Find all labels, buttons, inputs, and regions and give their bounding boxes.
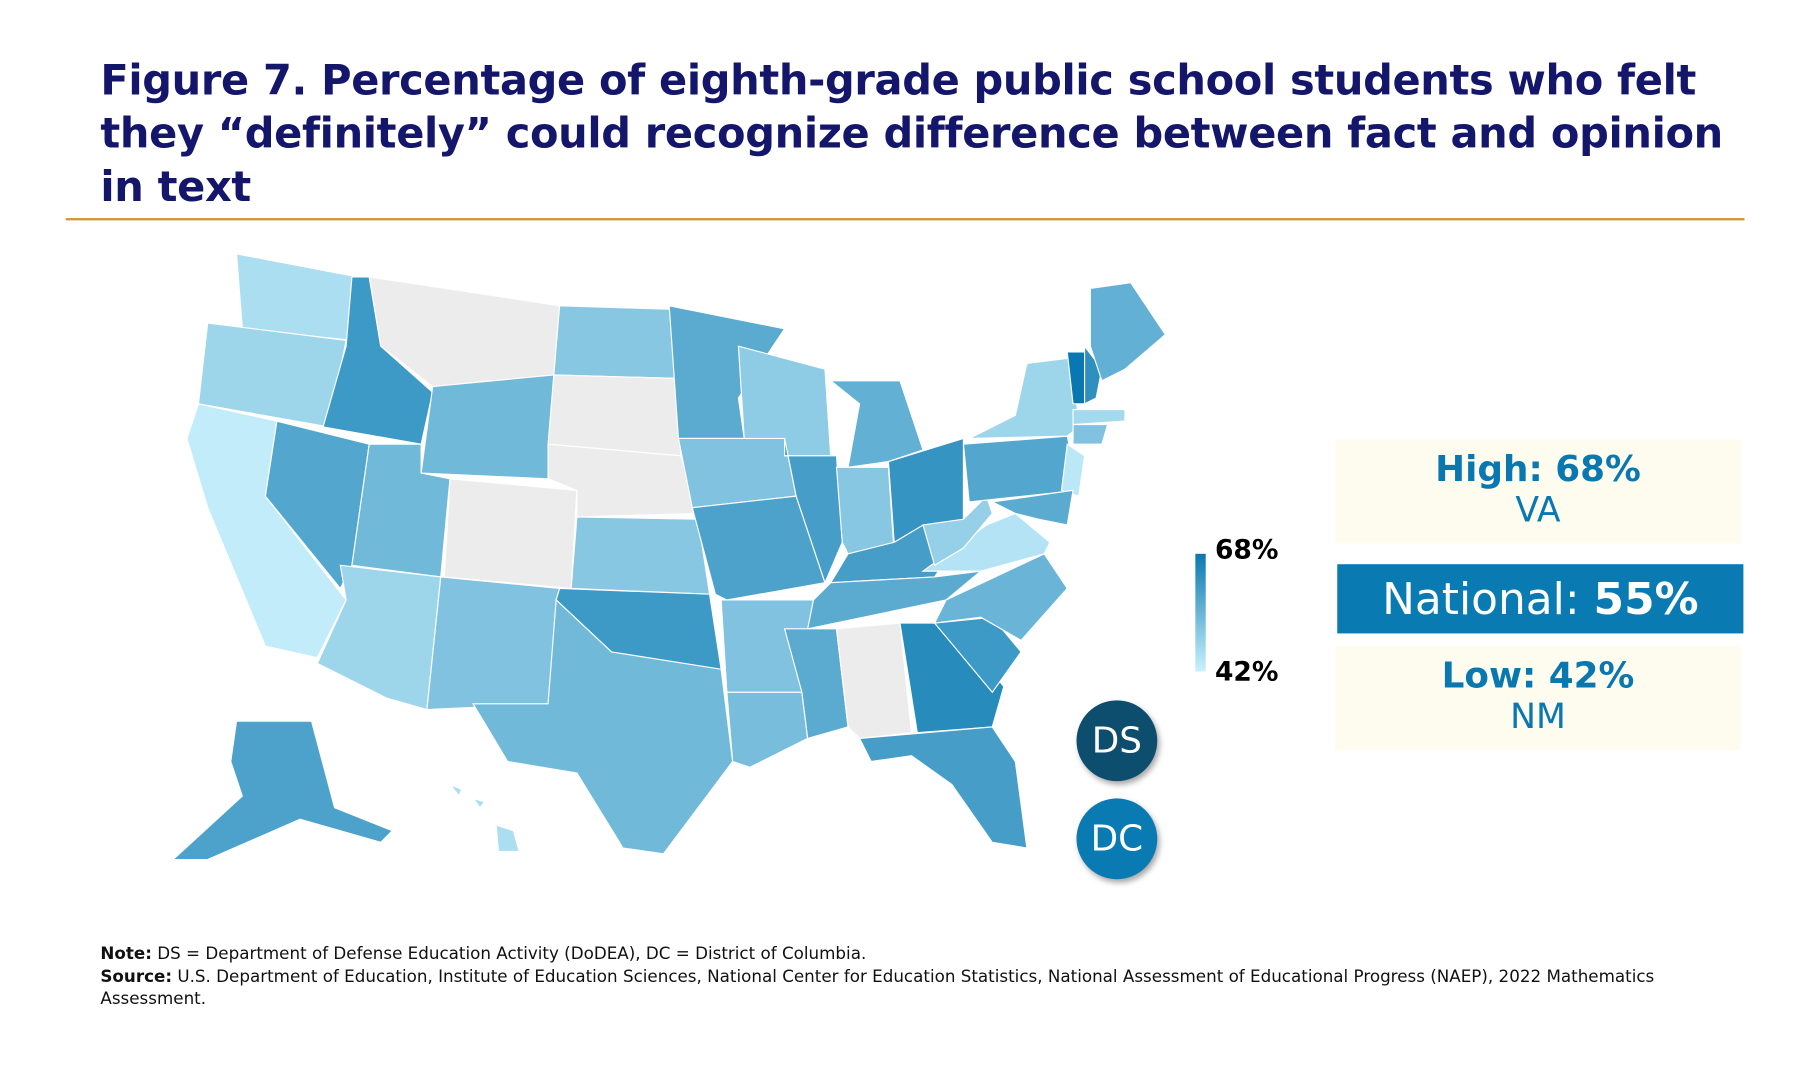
dc-circle: DC [1076, 798, 1158, 880]
note-label: Note: [100, 944, 152, 964]
note-line: Note: DS = Department of Defense Educati… [100, 944, 1715, 966]
ds-circle: DS [1076, 700, 1158, 782]
state-ms [783, 628, 849, 740]
state-ny [968, 357, 1080, 440]
state-al [835, 622, 913, 740]
figure-title: Figure 7. Percentage of eighth-grade pub… [100, 57, 1723, 212]
state-ct [1072, 424, 1109, 445]
scale-max-label: 68% [1214, 535, 1279, 566]
state-ma [1072, 409, 1126, 426]
state-hi-island [471, 797, 486, 809]
low-box: Low: 42% NM [1334, 646, 1742, 750]
state-nj [1060, 443, 1086, 497]
source-line: Source: U.S. Department of Education, In… [100, 966, 1715, 1011]
state-va [921, 512, 1051, 572]
note-text: DS = Department of Defense Education Act… [151, 944, 867, 964]
state-fl [858, 726, 1028, 849]
source-text: U.S. Department of Education, Institute … [100, 967, 1655, 1009]
scale-min-label: 42% [1214, 657, 1279, 688]
state-wa [235, 253, 359, 342]
state-md [990, 489, 1074, 526]
state-mo [691, 495, 826, 601]
state-mi [829, 380, 924, 468]
state-sd [547, 374, 682, 457]
state-ks [570, 516, 711, 595]
state-ak [171, 720, 394, 861]
low-label: Low: 42% [1441, 655, 1635, 697]
state-hi-island [448, 783, 463, 798]
color-scale-bar [1195, 553, 1206, 672]
state-nd [553, 305, 680, 380]
national-value: 55% [1593, 573, 1699, 625]
title-divider [65, 218, 1745, 221]
state-la [726, 691, 809, 768]
high-state: VA [1515, 490, 1561, 531]
national-label: National: [1382, 573, 1580, 625]
state-sc [933, 616, 1022, 694]
source-label: Source: [100, 967, 173, 986]
state-nm [426, 576, 561, 711]
national-box: National: 55% [1337, 564, 1744, 634]
state-tx [472, 598, 734, 855]
state-ia [677, 437, 797, 509]
state-wy [420, 374, 555, 480]
state-wv [922, 495, 993, 567]
state-hi [495, 824, 520, 853]
state-mn [668, 305, 786, 440]
state-co [443, 478, 578, 590]
state-in [835, 466, 895, 555]
high-label: High: 68% [1435, 448, 1641, 491]
state-me [1089, 282, 1167, 382]
footnotes: Note: DS = Department of Defense Educati… [100, 944, 1715, 1011]
high-box: High: 68% VA [1334, 439, 1742, 544]
low-state: NM [1510, 696, 1566, 738]
